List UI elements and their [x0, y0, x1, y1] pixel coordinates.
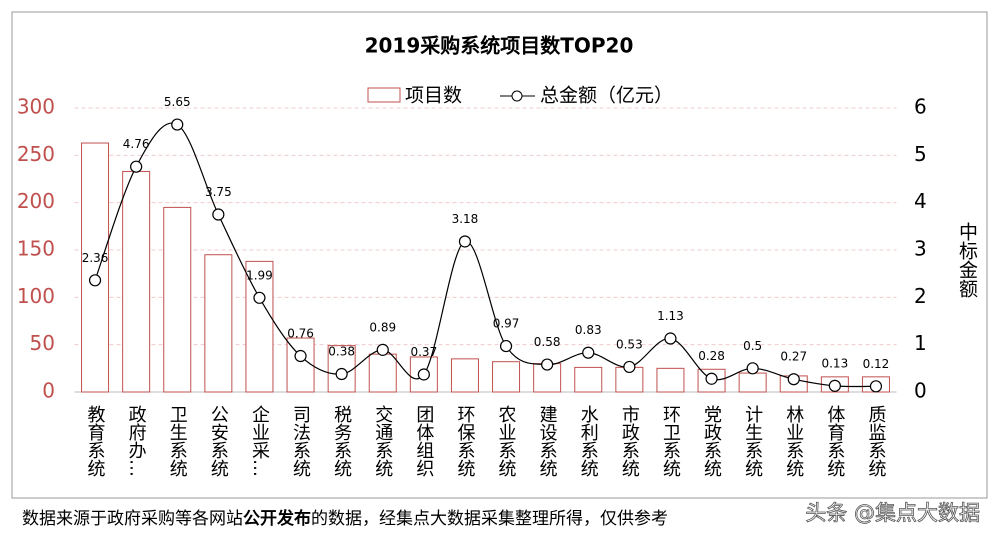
line-marker: [88, 274, 102, 287]
y2-axis-label: 中标金额: [956, 222, 978, 298]
line-marker: [171, 118, 184, 131]
line-marker: [623, 360, 636, 374]
x-tick-label: 市政系统: [619, 405, 640, 477]
line-marker: [130, 160, 143, 173]
x-tick-label: 农业系统: [496, 405, 517, 477]
y2-tick-label: 6: [914, 95, 927, 119]
data-label: 0.53: [616, 337, 643, 351]
footer-text: 数据来源于政府采购等各网站: [22, 509, 243, 529]
line-marker: [746, 362, 759, 375]
data-label: 0.83: [575, 323, 602, 337]
bar: [533, 363, 562, 393]
x-tick-label: 环卫系统: [660, 405, 681, 477]
bar: [656, 367, 685, 393]
y2-tick-label: 5: [914, 142, 927, 166]
line-marker: [869, 380, 883, 393]
data-label: 1.13: [657, 309, 684, 323]
line-marker: [499, 339, 513, 353]
data-label: 0.13: [821, 356, 848, 370]
data-label: 5.65: [164, 95, 191, 109]
bar: [574, 366, 603, 393]
data-label: 0.76: [287, 327, 314, 341]
x-tick-label: 党政系统: [701, 405, 722, 477]
bar: [204, 254, 233, 393]
y-tick-label: 200: [17, 189, 55, 213]
y2-tick-label: 1: [914, 331, 927, 355]
bar: [122, 170, 151, 393]
bar: [163, 206, 192, 393]
y-tick-label: 50: [30, 331, 55, 355]
bar: [368, 353, 397, 393]
footer-text: 的数据，经集点大数据采集整理所得，仅供参考: [311, 509, 668, 529]
x-tick-label: 政府办…: [126, 405, 147, 477]
y2-tick-label: 2: [914, 284, 927, 308]
data-label: 2.36: [82, 251, 109, 265]
data-label: 0.37: [410, 345, 437, 359]
bar: [492, 361, 521, 393]
legend-label: 总金额（亿元）: [540, 85, 673, 107]
footer: 数据来源于政府采购等各网站公开发布的数据，经集点大数据采集整理所得，仅供参考: [22, 508, 668, 529]
data-label: 0.58: [534, 335, 561, 349]
bar: [81, 142, 110, 393]
y2-tick-label: 4: [914, 189, 927, 213]
x-tick-label: 环保系统: [454, 405, 475, 477]
watermark: 头条 @集点大数据: [805, 501, 980, 525]
line-marker: [664, 332, 677, 345]
line-marker: [705, 372, 718, 385]
data-label: 0.27: [780, 350, 807, 364]
bar: [245, 260, 274, 393]
x-tick-label: 交通系统: [372, 405, 393, 477]
line-marker: [253, 291, 266, 304]
legend-label: 项目数: [405, 85, 462, 107]
y-tick-label: 300: [17, 95, 55, 119]
y-tick-label: 0: [42, 379, 55, 403]
x-tick-label: 水利系统: [578, 405, 599, 477]
y2-tick-label: 3: [914, 237, 927, 261]
x-tick-label: 卫生系统: [167, 405, 188, 477]
legend-marker: [511, 90, 523, 102]
data-label: 0.5: [743, 339, 762, 353]
legend-swatch: [367, 87, 401, 103]
line-marker: [212, 208, 225, 221]
x-tick-label: 林业系统: [783, 405, 804, 477]
x-tick-label: 企业采…: [249, 405, 270, 477]
data-label: 3.18: [452, 212, 479, 226]
x-tick-label: 建设系统: [537, 405, 558, 477]
bar: [738, 372, 767, 393]
data-label: 1.99: [246, 268, 273, 282]
data-label: 0.97: [493, 317, 520, 331]
line-marker: [417, 368, 430, 381]
data-label: 3.75: [205, 185, 232, 199]
line-marker: [828, 379, 841, 392]
line-marker: [541, 358, 554, 371]
data-label: 4.76: [123, 137, 150, 151]
x-tick-label: 教育系统: [85, 405, 106, 477]
bar: [450, 358, 479, 393]
x-tick-label: 公安系统: [208, 405, 229, 477]
x-tick-label: 税务系统: [331, 405, 352, 477]
chart-title: 2019采购系统项目数TOP20: [365, 34, 634, 58]
line-marker: [787, 373, 800, 386]
y2-tick-label: 0: [914, 379, 927, 403]
y-tick-label: 100: [17, 284, 55, 308]
x-tick-label: 质监系统: [865, 405, 886, 477]
data-label: 0.89: [369, 320, 396, 334]
x-tick-label: 团体组织: [413, 405, 434, 477]
line-marker: [335, 367, 348, 381]
data-label: 0.12: [863, 357, 890, 371]
data-label: 0.28: [698, 349, 725, 363]
line-marker: [458, 235, 472, 248]
y-tick-label: 150: [17, 237, 55, 261]
x-tick-label: 体育系统: [824, 405, 845, 477]
line-marker: [376, 343, 389, 356]
x-tick-label: 司法系统: [290, 405, 311, 477]
line-marker: [294, 349, 307, 363]
data-label: 0.38: [328, 345, 355, 359]
y-tick-label: 250: [17, 142, 55, 166]
line-marker: [582, 346, 595, 359]
footer-bold: 公开发布: [243, 508, 311, 529]
x-tick-label: 计生系统: [742, 405, 763, 477]
